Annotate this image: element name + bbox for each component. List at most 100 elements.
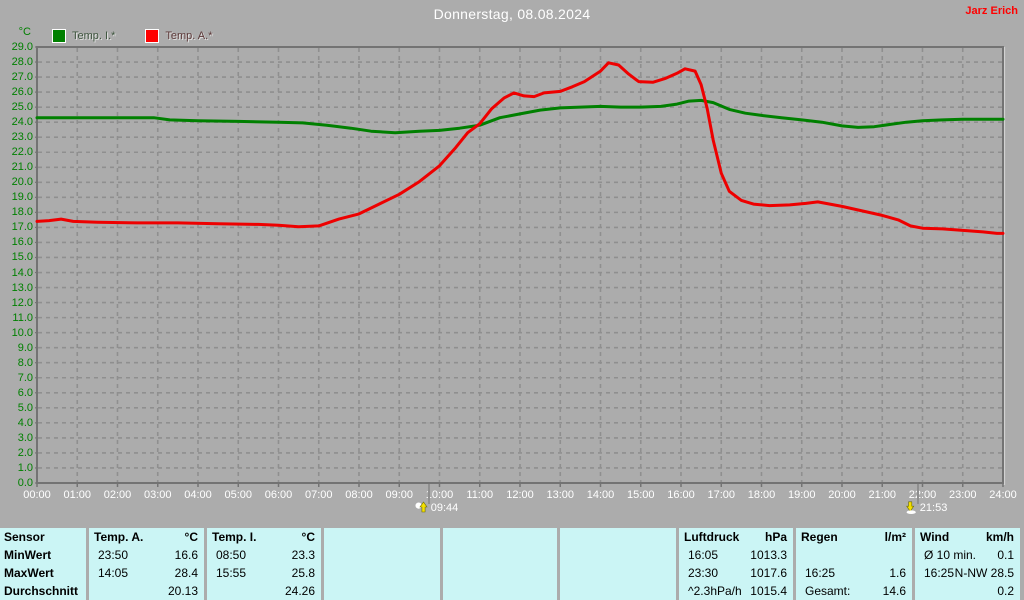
cell-right-text [434,582,440,600]
x-tick-label: 13:00 [546,489,575,501]
cell-left-text [443,528,448,546]
sunset-marker: 21:53 [905,484,947,518]
x-tick-label: 22:00 [908,489,937,501]
table-value-cell: 23:30 1017.6 [679,564,793,582]
y-tick-label: 10.0 [11,326,33,339]
y-tick-label: 25.0 [11,101,33,114]
cell-left-text [207,582,216,600]
x-tick-label: 00:00 [23,489,51,501]
y-tick-label: 15.0 [11,251,33,264]
cell-right-text [434,528,440,546]
cell-left-text [89,582,98,600]
cell-left-text: 23:50 [98,548,129,562]
table-value-cell: 16:25 1.6 [796,564,912,582]
table-value-cell: 0.2 [915,582,1020,600]
cell-right-text: 20.13 [167,584,198,598]
cell-left-text [560,564,569,582]
table-row-label: MinWert [0,546,86,564]
cell-right-text [551,528,557,546]
sunset-time-label: 21:53 [919,502,948,514]
cell-left-text: Ø 10 min. [924,548,977,562]
cell-left-text: Wind [920,530,950,544]
cell-right-text [551,546,557,564]
cell-left-text [324,528,329,546]
table-value-cell: 16:25 N-NW 28.5 [915,564,1020,582]
cell-left-text: Temp. I. [212,530,257,544]
y-tick-label: 6.0 [17,386,33,399]
table-value-cell: ^2.3hPa/h 1015.4 [679,582,793,600]
legend: Temp. I.* Temp. A.* [52,29,212,43]
cell-left-text [560,528,565,546]
cell-left-text [324,564,333,582]
sunrise-time-label: 09:44 [430,502,459,514]
legend-label-temp-a: Temp. A.* [165,30,213,42]
y-tick-label: 0.0 [17,477,33,489]
cell-left-text: Luftdruck [684,530,740,544]
x-tick-label: 19:00 [787,489,816,501]
x-tick-label: 03:00 [143,489,172,501]
table-row-label: MaxWert [0,564,86,582]
table-value-cell: 23:50 16.6 [89,546,204,564]
y-tick-label: 9.0 [17,341,33,354]
cell-right-text: 24.26 [284,584,315,598]
legend-item-temp-i: Temp. I.* [52,29,115,43]
x-tick-label: 12:00 [506,489,534,501]
cell-left-text: 16:25 [805,566,836,580]
y-tick-label: 7.0 [17,371,33,384]
y-tick-label: 23.0 [11,131,33,144]
cell-right-text: °C [301,530,315,544]
cell-left-text: 23:30 [688,566,719,580]
sunrise-marker: 09:44 [415,484,458,518]
cell-left-text [443,582,452,600]
stats-table: Sensor Temp. A. °C Temp. I. °C Luftdruck hPa Re… [0,528,1024,600]
table-value-cell [560,546,676,564]
cell-right-text: 23.3 [291,548,315,562]
x-tick-label: 23:00 [948,489,977,501]
table-header-cell: Regen l/m² [796,528,912,546]
y-tick-label: 3.0 [17,431,33,444]
table-value-cell [560,582,676,600]
sunrise-icon [415,501,428,519]
x-tick-label: 08:00 [345,489,373,501]
cell-right-text [670,528,676,546]
cell-right-text [434,564,440,582]
cell-left-text [560,582,569,600]
cell-right-text [551,564,557,582]
table-value-cell: Ø 10 min. 0.1 [915,546,1020,564]
table-value-cell [796,546,912,564]
cell-left-text: 08:50 [216,548,247,562]
plot-border [36,46,1004,484]
x-tick-label: 21:00 [868,489,897,501]
cell-right-text: 25.8 [291,566,315,580]
table-row-label: Durchschnitt [0,582,86,600]
x-tick-label: 06:00 [264,489,293,501]
cell-right-text [670,564,676,582]
y-tick-label: 22.0 [11,146,33,159]
table-value-cell: 16:05 1013.3 [679,546,793,564]
table-value-cell [443,564,557,582]
sunset-icon [904,501,917,519]
cell-right-text: 0.1 [997,548,1014,562]
table-value-cell [443,582,557,600]
cell-right-text [434,546,440,564]
temp-i-line [35,98,1005,135]
cell-right-text [670,546,676,564]
x-tick-label: 24:00 [989,489,1017,501]
cell-right-text: 1.6 [889,566,906,580]
y-tick-label: 16.0 [11,236,33,249]
cell-right-text: km/h [985,530,1014,544]
x-tick-label: 14:00 [586,489,615,501]
cell-left-text [443,546,452,564]
cell-right-text: 14.6 [882,584,906,598]
cell-left-text: 14:05 [98,566,129,580]
x-tick-label: 10:00 [425,489,454,501]
y-tick-label: 14.0 [11,266,33,279]
x-tick-label: 05:00 [224,489,253,501]
temp-a-line [35,61,1005,235]
y-axis-unit-label: °C [18,26,31,38]
table-value-cell [324,564,440,582]
table-value-cell: 24.26 [207,582,321,600]
table-value-cell: Gesamt: 14.6 [796,582,912,600]
table-header-cell [443,528,557,546]
cell-right-text [551,582,557,600]
